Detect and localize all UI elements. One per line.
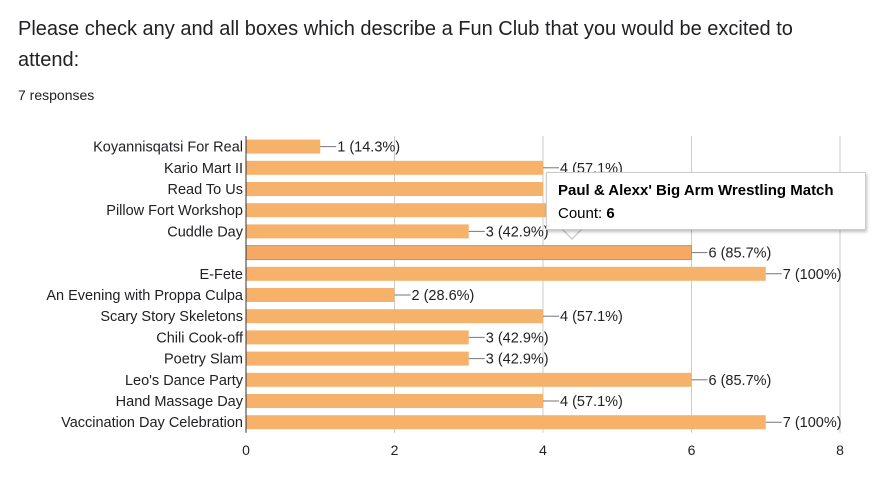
category-label: Kario Mart II [164,161,243,177]
bar [246,288,395,302]
bar [246,330,469,345]
x-tick-label: 2 [391,442,399,458]
category-label: Hand Massage Day [116,394,244,410]
category-label: Scary Story Skeletons [100,309,243,325]
x-tick-label: 4 [539,442,547,458]
tooltip-count: Count: 6 [558,205,855,222]
category-label: Poetry Slam [164,352,243,368]
category-label: Leo's Dance Party [125,373,244,389]
data-label: 1 (14.3%) [337,140,400,156]
x-tick-label: 0 [242,442,250,458]
data-label: 2 (28.6%) [412,288,475,304]
bar [246,372,692,387]
data-label: 4 (57.1%) [560,309,623,325]
data-label: 6 (85.7%) [709,373,772,389]
tooltip-count-label: Count: [558,205,603,222]
bar [246,160,543,175]
category-label: Vaccination Day Celebration [61,415,243,431]
data-label: 7 (100%) [783,267,842,283]
bar [246,182,543,196]
bar [246,351,469,366]
data-label: 7 (100%) [783,415,842,431]
bar [246,309,543,324]
bar [246,203,618,218]
response-count: 7 responses [18,87,95,103]
category-label: An Evening with Proppa Culpa [46,288,244,304]
category-label: Cuddle Day [167,224,244,240]
x-tick-label: 6 [688,442,696,458]
question-title: Please check any and all boxes which des… [18,18,793,71]
bar [246,139,321,154]
data-label: 3 (42.9%) [486,352,549,368]
tooltip-count-value: 6 [606,205,615,222]
bar [246,266,766,281]
chart-tooltip: Paul & Alexx' Big Arm Wrestling Match Co… [546,172,866,230]
tooltip-pointer-inner [561,227,583,238]
tooltip-title: Paul & Alexx' Big Arm Wrestling Match [558,182,834,199]
category-label: E-Fete [199,267,243,283]
data-label: 6 (85.7%) [709,246,772,262]
category-label: Read To Us [168,182,244,198]
category-label: Koyannisqatsi For Real [93,140,243,156]
data-label: 3 (42.9%) [486,224,549,240]
bar [246,224,469,239]
x-tick-label: 8 [836,442,844,458]
bar [245,245,692,261]
data-label: 4 (57.1%) [560,394,623,410]
bar [246,415,766,430]
category-label: Pillow Fort Workshop [106,203,243,219]
data-label: 3 (42.9%) [486,330,549,346]
bar [246,394,543,408]
category-label: Chili Cook-off [156,330,244,346]
